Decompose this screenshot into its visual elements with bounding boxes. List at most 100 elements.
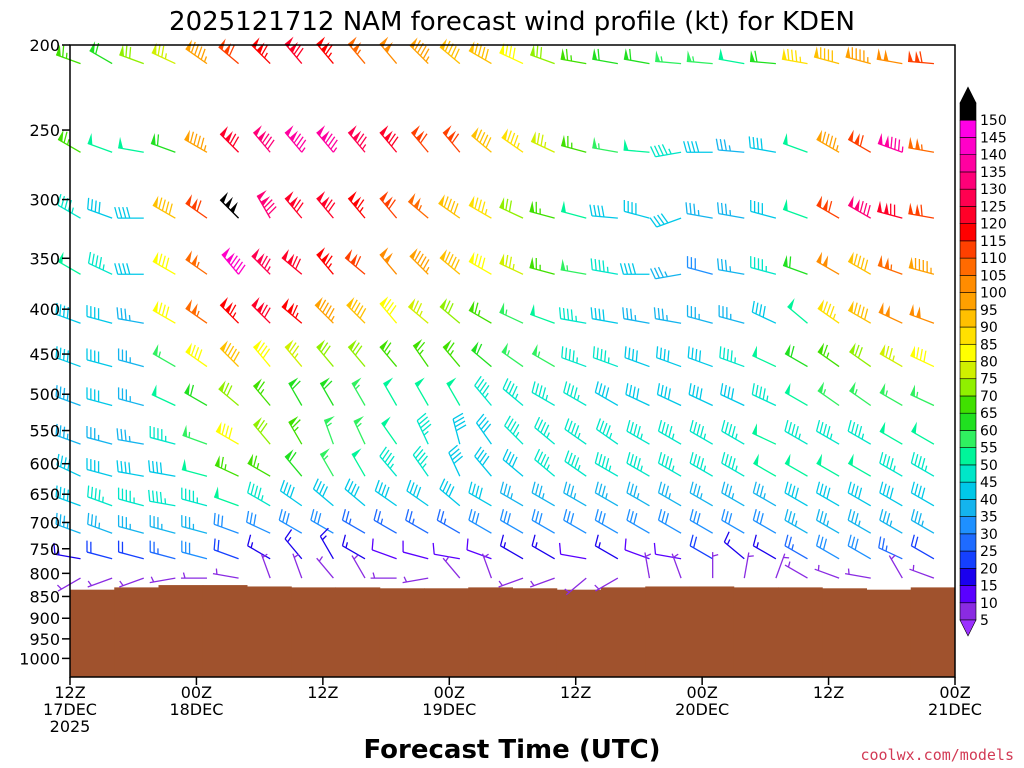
barb-full — [815, 419, 821, 432]
barb-full — [864, 259, 869, 271]
terrain-segment — [247, 586, 292, 677]
wind-barb — [499, 302, 524, 324]
barb-staff — [888, 555, 903, 579]
barb-full — [158, 302, 163, 314]
barb-full — [387, 455, 395, 466]
barb-full — [534, 383, 540, 395]
colorbar-bin — [959, 240, 977, 259]
barb-full — [601, 513, 606, 525]
barb-full — [625, 383, 629, 395]
wind-barb — [784, 344, 808, 368]
barb-half — [330, 315, 335, 322]
barb-full — [914, 454, 919, 466]
barb-pennant — [908, 136, 914, 149]
barb-pennant — [560, 48, 566, 60]
barb-full — [860, 306, 865, 318]
barb-staff — [879, 430, 903, 445]
barb-full — [660, 213, 669, 224]
credit-text[interactable]: coolwx.com/models — [860, 746, 1014, 764]
barb-staff — [151, 393, 176, 407]
barb-staff — [908, 266, 935, 275]
wind-barb — [560, 134, 587, 153]
barb-full — [286, 484, 292, 496]
barb-half — [323, 455, 329, 461]
wind-barb — [185, 299, 208, 324]
wind-barb — [442, 125, 461, 153]
barb-staff — [560, 210, 587, 219]
x-tick-label: 12Z — [560, 683, 591, 702]
barb-full — [59, 304, 62, 316]
barb-full — [574, 425, 580, 437]
barb-full — [124, 429, 127, 442]
wind-barb — [784, 509, 808, 534]
wind-barb — [245, 510, 271, 534]
wind-barb — [316, 125, 338, 153]
wind-barb — [752, 509, 777, 534]
colorbar-bin — [959, 154, 977, 173]
colorbar-bin — [959, 447, 977, 466]
barb-full — [568, 348, 571, 361]
wind-barb — [439, 249, 461, 275]
barb-half — [668, 148, 672, 155]
barb-half — [712, 553, 719, 557]
barb-half — [483, 553, 489, 558]
barb-full — [854, 485, 859, 497]
barb-staff — [689, 462, 714, 477]
barb-full — [758, 386, 763, 398]
barb-half — [411, 518, 415, 525]
wind-barb — [623, 48, 650, 65]
barb-full — [296, 136, 304, 147]
barb-staff — [316, 197, 334, 219]
barb-half — [537, 351, 541, 358]
barb-full — [655, 346, 659, 358]
barb-staff — [118, 439, 144, 445]
wind-barb — [561, 346, 587, 368]
wind-barb — [847, 300, 872, 324]
barb-full — [506, 130, 512, 142]
barb-staff — [118, 551, 144, 560]
wind-barb — [316, 36, 334, 65]
wind-barb — [288, 416, 303, 445]
wind-barb — [86, 540, 113, 560]
barb-half — [857, 520, 861, 527]
barb-pennant — [215, 455, 220, 468]
barb-full — [235, 261, 244, 272]
terrain-segment — [70, 589, 115, 677]
barb-full — [414, 250, 422, 262]
wind-barb — [657, 419, 682, 445]
y-tick-label: 200 — [29, 36, 60, 55]
wind-barb — [407, 298, 429, 324]
barb-full — [762, 305, 766, 318]
barb-full — [721, 452, 726, 464]
barb-full — [859, 135, 864, 147]
barb-half — [671, 465, 675, 472]
barb-full — [914, 511, 919, 523]
wind-barb — [504, 415, 524, 445]
barb-full — [320, 342, 329, 353]
barb-pennant — [854, 199, 860, 212]
barb-half — [916, 391, 919, 398]
barb-pennant — [443, 339, 452, 351]
barb-full — [923, 350, 927, 363]
barb-full — [627, 263, 633, 275]
barb-full — [159, 491, 163, 504]
barb-full — [649, 217, 658, 228]
barb-pennant — [152, 251, 159, 264]
barb-full — [691, 141, 696, 153]
barb-half — [893, 465, 896, 472]
barb-full — [253, 455, 258, 467]
wind-barb — [213, 512, 239, 534]
barb-full — [826, 303, 832, 315]
barb-half — [728, 145, 731, 152]
barb-pennant — [848, 251, 854, 264]
barb-half — [577, 432, 581, 439]
x-axis-label: Forecast Time (UTC) — [363, 735, 660, 765]
barb-staff — [911, 462, 935, 477]
barb-full — [661, 308, 664, 321]
barb-pennant — [185, 194, 192, 207]
barb-staff — [879, 462, 903, 477]
barb-full — [910, 509, 915, 521]
wind-barb — [657, 509, 682, 534]
barb-pennant — [185, 250, 192, 263]
barb-full — [537, 451, 544, 463]
